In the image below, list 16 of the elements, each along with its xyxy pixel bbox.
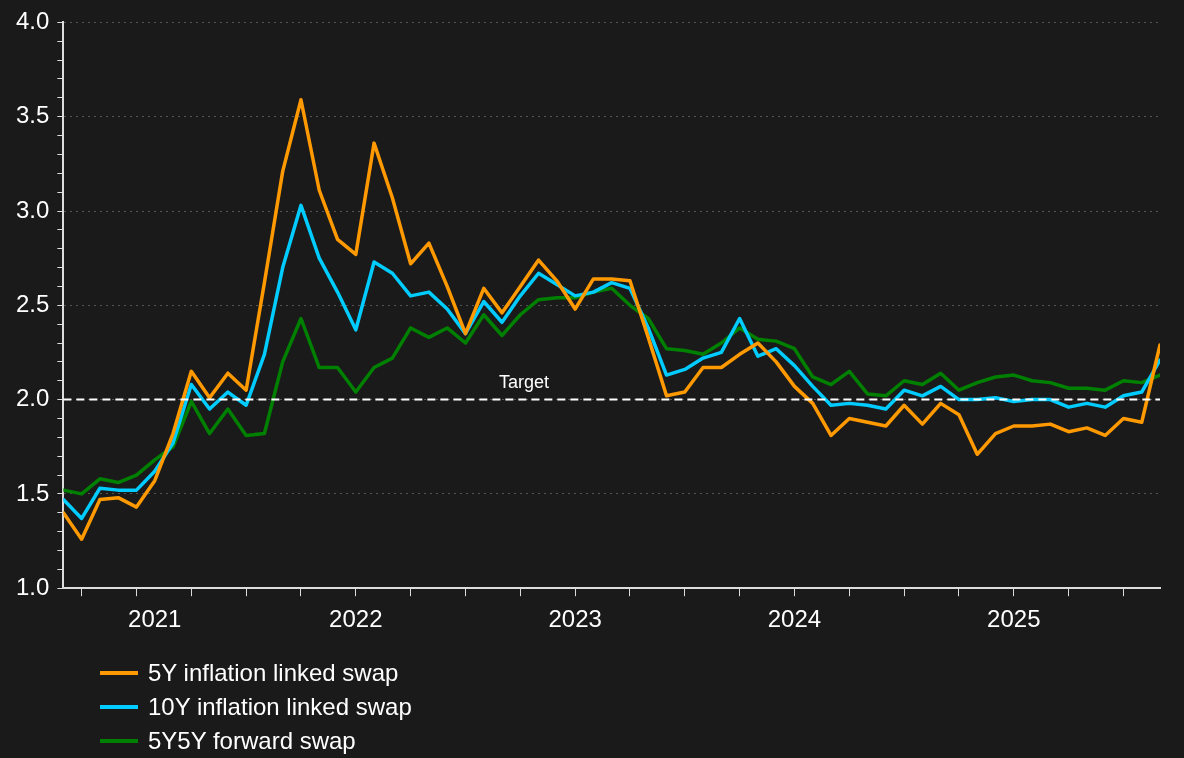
x-tick-label: 2025 (987, 605, 1041, 633)
x-tick-label: 2021 (128, 605, 182, 633)
y-tick-label: 3.0 (15, 195, 50, 223)
x-tick-label: 2024 (767, 605, 822, 633)
legend-label: 5Y inflation linked swap (148, 658, 399, 688)
y-tick-label: 3.5 (15, 101, 50, 129)
y-tick-label: 1.0 (15, 572, 50, 600)
y-tick-label: 4.0 (15, 7, 50, 35)
x-tick-label: 2023 (548, 605, 602, 633)
y-tick-label: 2.0 (15, 384, 50, 412)
legend-label: 5Y5Y forward swap (148, 726, 356, 756)
x-tick-label: 2022 (329, 605, 383, 633)
y-tick-label: 2.5 (15, 289, 50, 317)
legend-label: 10Y inflation linked swap (148, 692, 412, 722)
y-tick-label: 1.5 (15, 478, 50, 506)
ref-line-label: Target (498, 371, 549, 392)
